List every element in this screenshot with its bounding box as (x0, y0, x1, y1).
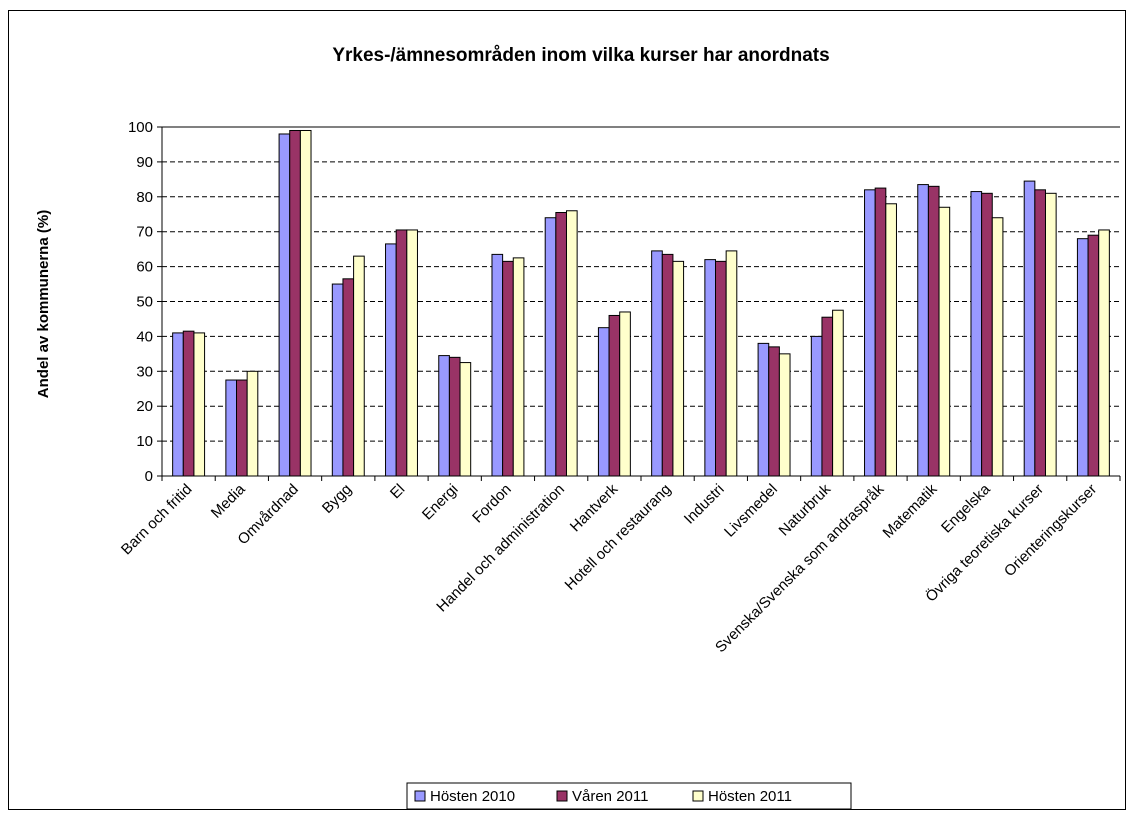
bar (715, 260, 727, 477)
bar (406, 229, 418, 477)
bar (1023, 180, 1036, 477)
category-label: Engelska (938, 480, 994, 536)
y-tick-label: 30 (136, 363, 153, 380)
legend-swatch (414, 790, 426, 802)
bar (193, 332, 206, 477)
category-label: Matematik (880, 480, 941, 541)
category-label: Hotell och restaurang (562, 481, 675, 594)
bar (289, 129, 301, 477)
chart-title: Yrkes-/ämnesområden inom vilka kurser ha… (332, 45, 829, 66)
bar (725, 250, 738, 477)
bar (438, 355, 450, 477)
bar (704, 259, 717, 477)
bar (1098, 229, 1110, 477)
bar (832, 309, 844, 477)
bar (512, 257, 525, 477)
gridlines (162, 126, 1120, 442)
y-tick-label: 70 (136, 224, 153, 241)
bar (342, 278, 355, 477)
bar (544, 217, 557, 477)
bar (1034, 189, 1046, 477)
bar (491, 253, 504, 477)
bar (608, 314, 621, 477)
bar (981, 192, 993, 477)
category-label: Barn och fritid (118, 481, 195, 558)
bar (459, 362, 472, 477)
bar (970, 191, 983, 477)
category-label: Media (208, 480, 249, 521)
category-label: Livsmedel (721, 481, 781, 541)
bar (331, 283, 344, 477)
bar (864, 189, 876, 477)
bar (1044, 192, 1057, 477)
axes (157, 126, 1121, 481)
category-label: Orienteringskurser (1001, 481, 1100, 580)
bar (182, 330, 195, 477)
bar (502, 260, 514, 477)
bar (565, 210, 578, 477)
bar (172, 332, 184, 477)
y-tick-label: 80 (136, 189, 153, 206)
bar (353, 255, 365, 477)
category-label: Bygg (319, 481, 355, 517)
bar-chart: Yrkes-/ämnesområden inom vilka kurser ha… (35, 45, 1121, 810)
bar (619, 311, 631, 477)
y-tick-label: 100 (128, 119, 153, 136)
y-tick-labels: 0 10 20 30 40 50 60 70 80 90 100 (128, 119, 153, 485)
bar (651, 250, 663, 477)
legend-box (406, 782, 852, 810)
bar (555, 212, 567, 477)
legend-label: Hösten 2011 (708, 788, 792, 805)
bar (874, 187, 887, 477)
bar (991, 217, 1004, 477)
bar (768, 346, 780, 477)
bar (778, 353, 791, 477)
category-label: Industri (681, 481, 728, 528)
legend-swatch (556, 790, 568, 802)
y-tick-label: 50 (136, 294, 153, 311)
category-label: Fordon (469, 481, 515, 527)
category-label: Energi (419, 481, 462, 524)
y-tick-label: 90 (136, 154, 153, 171)
bar (246, 370, 259, 477)
bar (1087, 234, 1100, 477)
y-tick-label: 20 (136, 398, 153, 415)
bar (917, 184, 929, 477)
y-tick-label: 0 (145, 468, 153, 485)
bar (448, 356, 461, 477)
bar (278, 133, 291, 477)
chart-frame: Yrkes-/ämnesområden inom vilka kurser ha… (8, 10, 1126, 810)
bar (938, 206, 951, 477)
y-tick-label: 40 (136, 328, 153, 345)
bar (1076, 238, 1089, 477)
bar (821, 316, 834, 477)
bar (672, 260, 685, 477)
legend: Hösten 2010 Våren 2011 Hösten 2011 (406, 782, 852, 810)
y-tick-label: 10 (136, 433, 153, 450)
bar (395, 229, 408, 477)
bar (885, 203, 897, 477)
y-tick-label: 60 (136, 259, 153, 276)
bar (597, 327, 610, 477)
category-label: El (387, 481, 408, 502)
bar (810, 335, 823, 477)
y-axis-title: Andel av kommunerna (%) (35, 210, 52, 398)
bar (661, 253, 674, 477)
bars (172, 129, 1110, 477)
bar (236, 379, 248, 477)
bar (385, 243, 397, 477)
category-label: Hantverk (567, 480, 622, 535)
legend-swatch (692, 790, 704, 802)
bar (927, 185, 940, 477)
legend-label: Hösten 2010 (430, 788, 515, 805)
legend-label: Våren 2011 (572, 788, 648, 805)
bar (757, 342, 770, 477)
bar (225, 379, 238, 477)
bar (299, 129, 312, 477)
